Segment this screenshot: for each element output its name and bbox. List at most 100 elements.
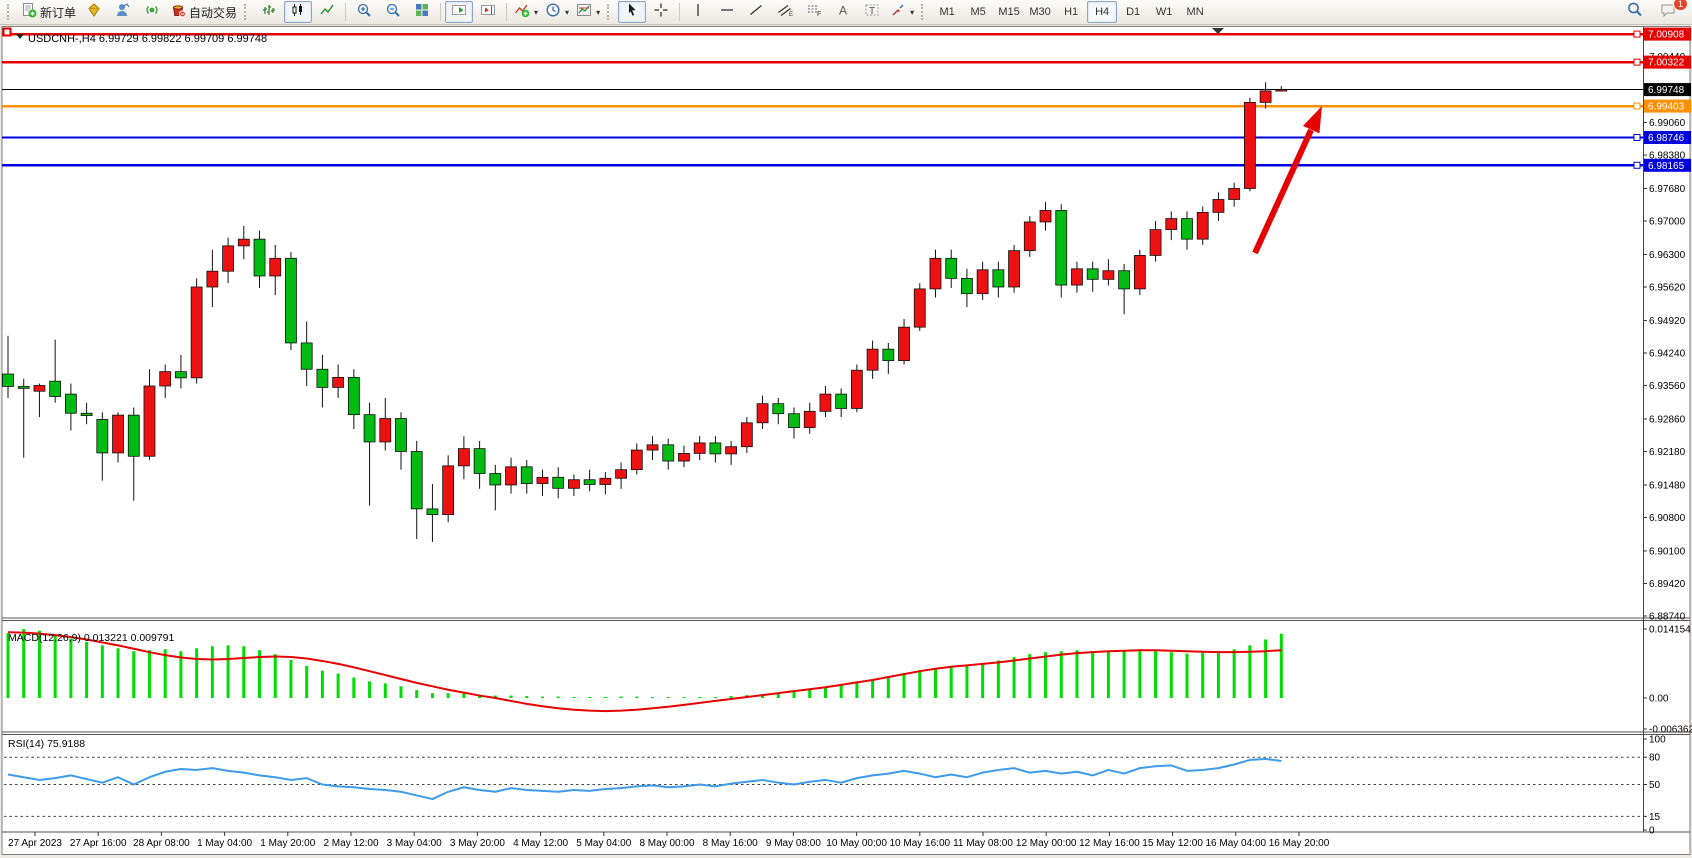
macd-histogram-bar xyxy=(1059,651,1063,698)
toolbar-drag-handle[interactable] xyxy=(244,4,251,20)
macd-histogram-bar xyxy=(525,696,529,698)
price-label-box[interactable] xyxy=(1644,27,1691,41)
periods-button[interactable]: ▾ xyxy=(542,1,572,23)
symbol-dropdown-icon[interactable] xyxy=(16,34,24,39)
price-label: 6.98746 xyxy=(1648,133,1685,144)
line-anchor[interactable] xyxy=(1633,102,1641,110)
zoom-in-icon xyxy=(356,2,372,23)
candle xyxy=(1259,90,1272,103)
macd-histogram-bar xyxy=(289,659,293,698)
macd-histogram-bar xyxy=(179,651,183,698)
text-a-icon: A xyxy=(835,2,851,23)
market-watch-button[interactable] xyxy=(80,1,108,23)
candle xyxy=(17,386,30,389)
crosshair-button[interactable] xyxy=(647,1,675,23)
text-button[interactable]: A xyxy=(829,1,857,23)
line-anchor[interactable] xyxy=(1633,58,1641,66)
line-anchor[interactable] xyxy=(1633,133,1641,141)
chart-title: USDCNH-,H4 6.99729 6.99822 6.99709 6.997… xyxy=(28,33,267,45)
tile-windows-button[interactable] xyxy=(408,1,436,23)
svg-text:A: A xyxy=(839,3,847,17)
macd-tick-label: -0.006362 xyxy=(1649,725,1692,736)
cursor-button[interactable] xyxy=(618,1,647,23)
candle xyxy=(866,348,879,371)
toolbar-drag-handle[interactable] xyxy=(921,4,928,20)
svg-text:F: F xyxy=(817,11,821,18)
macd-histogram-bar xyxy=(855,682,859,698)
zoom-out-button[interactable] xyxy=(379,1,407,23)
price-label-box[interactable] xyxy=(1644,99,1691,113)
text-label-button[interactable]: T xyxy=(858,1,886,23)
price-label-box[interactable] xyxy=(1644,158,1691,172)
zoom-in-button[interactable] xyxy=(350,1,378,23)
line-anchor[interactable] xyxy=(1633,161,1641,169)
signals-button[interactable] xyxy=(138,1,166,23)
fibonacci-button[interactable]: F xyxy=(800,1,828,23)
search-button[interactable] xyxy=(1620,1,1648,23)
candlestick-chart-button[interactable] xyxy=(284,1,313,23)
auto-scroll-button[interactable] xyxy=(445,1,474,23)
profile-button[interactable] xyxy=(109,1,137,23)
candle xyxy=(536,476,549,484)
macd-histogram-bar xyxy=(446,693,450,698)
timeframe-m30-button[interactable]: M30 xyxy=(1029,6,1051,18)
toolbar-separator xyxy=(506,3,508,21)
chart-canvas[interactable]: 7.004406.990606.983806.976806.970006.963… xyxy=(0,25,1692,858)
macd-signal-line xyxy=(7,631,1282,713)
candle xyxy=(222,245,234,272)
timeframe-m1-button[interactable]: M1 xyxy=(939,6,955,18)
templates-button[interactable]: ▾ xyxy=(573,1,603,23)
macd-histogram-bar xyxy=(1012,657,1016,698)
price-label-box[interactable] xyxy=(1644,55,1691,69)
chart-shift-button[interactable] xyxy=(474,1,502,23)
new-order-button[interactable]: 新订单 xyxy=(18,1,79,23)
timeframe-h4-button[interactable]: H4 xyxy=(1087,1,1118,23)
horizontal-lines[interactable] xyxy=(2,30,1643,169)
rsi-pane-label: RSI(14) 75.9188 xyxy=(8,738,85,750)
time-tick-label: 10 May 00:00 xyxy=(826,838,887,849)
arrows-button[interactable]: ▾ xyxy=(887,1,917,23)
chat-button[interactable]: 1 xyxy=(1654,0,1688,23)
timeframe-m5-button[interactable]: M5 xyxy=(970,6,986,18)
vertical-line-icon xyxy=(690,2,706,23)
timeframe-d1-button[interactable]: D1 xyxy=(1126,6,1141,18)
horizontal-line-button[interactable] xyxy=(713,1,741,23)
auto-trading-button[interactable]: 自动交易 xyxy=(167,1,240,23)
rsi-tick-label: 0 xyxy=(1649,826,1655,837)
equidistant-channel-button[interactable]: E xyxy=(771,1,799,23)
time-axis: 27 Apr 2023 27 Apr 16:00 28 Apr 08:00 1 May… xyxy=(8,832,1330,849)
candle xyxy=(473,448,486,474)
candle xyxy=(112,414,124,454)
line-chart-button[interactable] xyxy=(313,1,341,23)
vertical-line-button[interactable] xyxy=(684,1,712,23)
timeframe-mn-button[interactable]: MN xyxy=(1186,6,1204,18)
macd-histogram-bar xyxy=(1185,653,1189,698)
time-tick-label: 16 May 20:00 xyxy=(1269,838,1330,849)
candle xyxy=(1165,218,1178,231)
trendline-button[interactable] xyxy=(742,1,770,23)
indicators-button[interactable]: ▾ xyxy=(511,1,541,23)
auto-scroll-icon xyxy=(451,2,467,23)
arrow-annotation[interactable] xyxy=(1252,106,1322,255)
bar-chart-button[interactable] xyxy=(255,1,283,23)
price-label-box[interactable] xyxy=(1644,130,1691,144)
toolbar-drag-handle[interactable] xyxy=(607,4,614,20)
candle xyxy=(457,448,470,467)
timeframe-h1-button[interactable]: H1 xyxy=(1064,6,1079,18)
time-tick-label: 2 May 12:00 xyxy=(323,838,378,849)
macd-histogram-bar xyxy=(85,641,89,698)
candle xyxy=(410,451,423,510)
timeframe-m15-button[interactable]: M15 xyxy=(998,6,1020,18)
dropdown-caret-icon: ▾ xyxy=(534,7,539,17)
horizontal-line-icon xyxy=(719,2,735,23)
candle xyxy=(693,442,706,454)
macd-histogram-bar xyxy=(1232,649,1236,698)
chart-window-icon[interactable] xyxy=(2,27,12,37)
candle xyxy=(1008,250,1020,288)
profile-chart-icon xyxy=(115,2,131,23)
line-anchor[interactable] xyxy=(1633,30,1641,38)
chart-shift-marker[interactable] xyxy=(1212,28,1224,34)
candle xyxy=(819,393,832,412)
timeframe-w1-button[interactable]: W1 xyxy=(1155,6,1173,18)
toolbar-drag-handle[interactable] xyxy=(7,4,14,20)
